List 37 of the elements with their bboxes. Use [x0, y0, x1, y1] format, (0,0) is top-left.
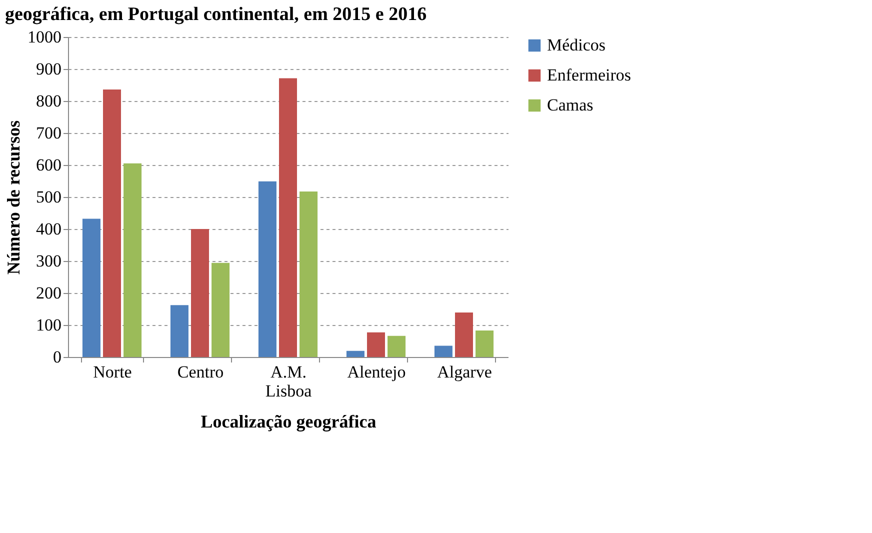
- bar: [388, 336, 406, 357]
- y-tick-label: 400: [36, 220, 62, 238]
- legend-label: Médicos: [547, 36, 606, 54]
- bar: [434, 346, 452, 357]
- bar: [212, 262, 230, 357]
- bar: [476, 330, 494, 357]
- x-tick-label: Norte: [93, 362, 132, 382]
- x-axis-title: Localização geográfica: [200, 412, 376, 432]
- bar: [346, 350, 364, 357]
- y-tick-label: 900: [36, 60, 62, 78]
- legend-label: Camas: [547, 96, 594, 114]
- y-tick-label: 500: [36, 188, 62, 206]
- y-tick-label: 1000: [28, 28, 62, 46]
- bar: [367, 332, 385, 357]
- x-tick-label: A.M. Lisboa: [265, 362, 312, 400]
- bar: [191, 229, 209, 357]
- y-tick-label: 200: [36, 284, 62, 302]
- x-tick-label: Centro: [177, 362, 224, 382]
- y-tick-label: 300: [36, 252, 62, 270]
- y-tick-label: 700: [36, 124, 62, 142]
- bar: [455, 312, 473, 357]
- bar: [170, 305, 188, 357]
- y-tick-label: 0: [53, 348, 62, 366]
- bar: [103, 89, 121, 357]
- bar: [279, 78, 297, 357]
- bar: [258, 181, 276, 357]
- y-tick-label: 800: [36, 92, 62, 110]
- legend-label: Enfermeiros: [547, 66, 632, 84]
- bar: [300, 192, 318, 357]
- y-tick-label: 600: [36, 156, 62, 174]
- bar: [124, 163, 142, 357]
- chart-title: geográfica, em Portugal continental, em 2015 e 2016: [5, 4, 427, 25]
- x-tick-label: Algarve: [437, 362, 492, 382]
- y-axis-title: Número de recursos: [4, 120, 24, 275]
- x-tick-label: Alentejo: [347, 362, 406, 382]
- y-tick-label: 100: [36, 316, 62, 334]
- bar: [82, 218, 100, 357]
